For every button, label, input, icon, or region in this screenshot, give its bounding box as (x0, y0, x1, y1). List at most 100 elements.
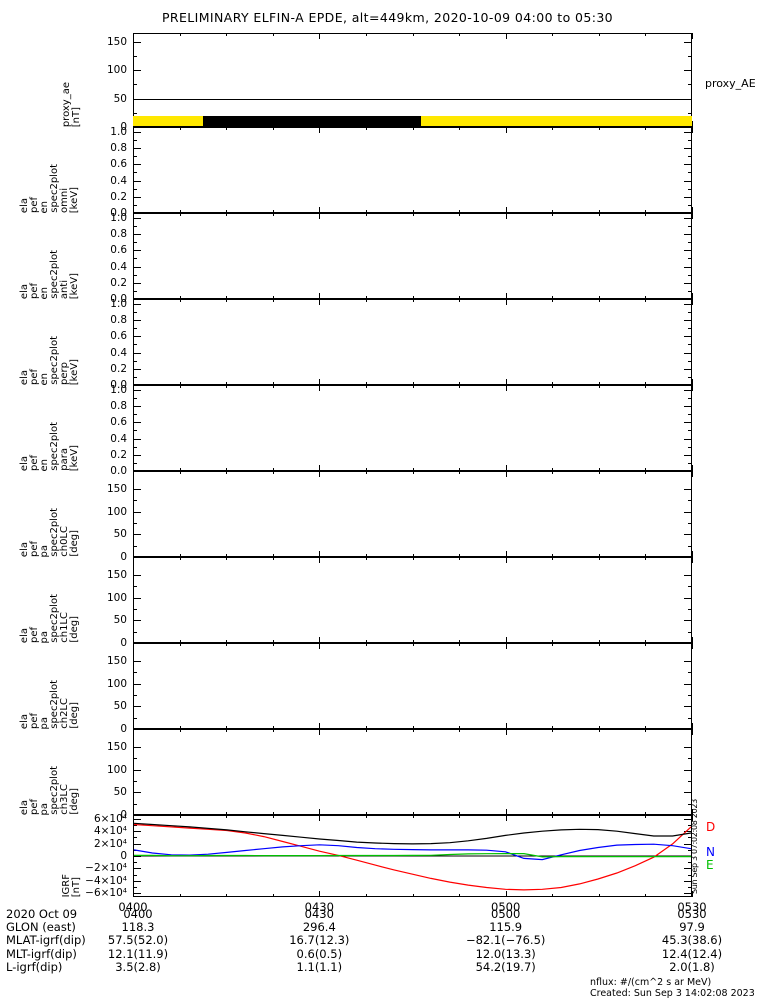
x-tick-minor (645, 468, 646, 471)
y-tick-mark (684, 336, 692, 338)
panel-label-en-para: ela pef en spec2plot para [keV] (17, 385, 83, 471)
x-tick-minor (413, 726, 414, 729)
y-tick-minor (133, 274, 137, 276)
y-tick-mark (133, 234, 141, 236)
proxy-ae-series-label: proxy_AE (705, 77, 756, 91)
ephemeris-value: 3.5(2.8) (115, 959, 161, 974)
y-tick-minor (133, 672, 137, 674)
y-tick-mark (133, 620, 141, 622)
y-tick-label: 1.0 (110, 125, 127, 138)
panel-label-igrf: IGRF [nT] (61, 815, 83, 897)
y-tick-minor (688, 862, 692, 864)
x-tick-mark (692, 471, 693, 477)
y-tick-mark (133, 422, 141, 424)
y-tick-mark (684, 575, 692, 577)
panel-label-line: [deg] (69, 788, 80, 815)
x-tick-minor (599, 127, 600, 130)
ephemeris-row-label: L-igrf(dip) (6, 959, 63, 974)
x-tick-minor (459, 468, 460, 471)
y-tick-minor (688, 397, 692, 399)
x-tick-minor (180, 815, 181, 818)
x-tick-minor (226, 210, 227, 213)
x-tick-minor (599, 471, 600, 474)
igrf-legend-N: N (706, 845, 715, 859)
y-tick-mark (684, 893, 692, 895)
y-tick-mark (133, 406, 141, 408)
y-tick-label: 150 (106, 741, 127, 754)
x-tick-mark (319, 207, 320, 213)
x-tick-minor (645, 726, 646, 729)
y-tick-label: 50 (113, 92, 127, 105)
x-tick-mark (319, 637, 320, 643)
x-tick-minor (599, 726, 600, 729)
ae-status-bar-black (202, 116, 421, 126)
x-tick-mark (133, 385, 134, 391)
x-tick-mark (692, 551, 693, 557)
x-tick-mark (319, 557, 320, 563)
y-tick-minor (133, 172, 137, 174)
y-tick-minor (133, 311, 137, 313)
y-tick-minor (133, 609, 137, 611)
x-tick-minor (413, 33, 414, 36)
igrf-series-E (134, 853, 691, 858)
y-tick-label: 0.8 (110, 400, 127, 413)
x-tick-minor (413, 385, 414, 388)
y-tick-minor (688, 204, 692, 206)
y-tick-mark (684, 70, 692, 72)
igrf-legend-D: D (706, 820, 716, 834)
panel-label-pa-ch0lc: ela pef pa spec2plot ch0LC [deg] (17, 471, 83, 557)
x-tick-minor (366, 299, 367, 302)
x-tick-minor (459, 382, 460, 385)
y-tick-mark (684, 41, 692, 43)
y-tick-minor (688, 414, 692, 416)
ephemeris-value: −82.1(−76.5) (465, 933, 546, 948)
x-tick-minor (273, 296, 274, 299)
y-tick-label: 1.0 (110, 297, 127, 310)
x-tick-mark (692, 637, 693, 643)
x-tick-mark (506, 809, 507, 815)
y-tick-minor (688, 344, 692, 346)
y-tick-mark (133, 575, 141, 577)
y-tick-label: 50 (113, 528, 127, 541)
x-tick-minor (366, 726, 367, 729)
x-tick-mark (133, 293, 134, 299)
x-tick-minor (226, 726, 227, 729)
x-tick-mark (319, 723, 320, 729)
y-tick-label: 150 (106, 569, 127, 582)
x-tick-minor (226, 471, 227, 474)
ephemeris-value: 16.7(12.3) (289, 933, 350, 948)
x-tick-mark (692, 213, 693, 219)
ephemeris-value: 45.3(38.6) (661, 933, 723, 948)
y-tick-mark (133, 438, 141, 440)
x-tick-minor (226, 213, 227, 216)
x-tick-minor (645, 33, 646, 36)
x-tick-minor (226, 894, 227, 897)
panel-frame-pa-ch2lc (133, 643, 692, 729)
y-tick-minor (133, 446, 137, 448)
y-tick-mark (684, 406, 692, 408)
x-tick-minor (459, 812, 460, 815)
x-tick-minor (552, 382, 553, 385)
x-tick-minor (645, 729, 646, 732)
y-tick-minor (688, 84, 692, 86)
x-tick-mark (506, 379, 507, 385)
x-tick-minor (273, 299, 274, 302)
igrf-chart-svg (134, 822, 691, 891)
x-tick-minor (413, 557, 414, 560)
y-tick-mark (133, 661, 141, 663)
x-tick-mark (506, 815, 507, 821)
ephemeris-value: 296.4 (302, 920, 336, 935)
footer-note: nflux: #/(cm^2 s ar MeV) Created: Sun Se… (590, 977, 755, 999)
x-tick-minor (552, 815, 553, 818)
x-tick-minor (273, 815, 274, 818)
x-tick-minor (226, 33, 227, 36)
x-tick-minor (552, 729, 553, 732)
y-tick-label: −6×10⁴ (85, 887, 127, 900)
y-tick-label: 0.2 (110, 190, 127, 203)
x-tick-minor (552, 299, 553, 302)
x-tick-minor (599, 643, 600, 646)
x-tick-minor (599, 554, 600, 557)
x-tick-minor (645, 385, 646, 388)
y-tick-minor (133, 112, 137, 114)
y-tick-mark (684, 196, 692, 198)
